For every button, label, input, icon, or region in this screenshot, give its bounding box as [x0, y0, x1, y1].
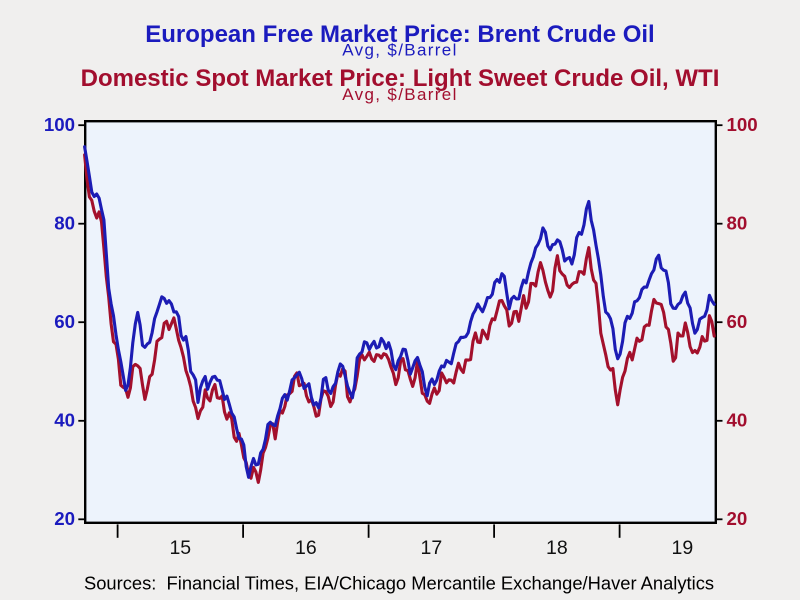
svg-text:20: 20 [727, 508, 748, 529]
svg-text:60: 60 [727, 311, 748, 332]
svg-text:19: 19 [672, 537, 694, 559]
svg-text:80: 80 [54, 212, 75, 233]
svg-text:80: 80 [727, 212, 748, 233]
svg-text:20: 20 [54, 508, 75, 529]
svg-text:16: 16 [295, 537, 317, 559]
svg-text:60: 60 [54, 311, 75, 332]
svg-text:Avg, $/Barrel: Avg, $/Barrel [342, 85, 458, 104]
svg-text:Sources: Financial Times, EIA: Sources: Financial Times, EIA/Chicago Me… [84, 573, 714, 594]
svg-text:100: 100 [727, 114, 758, 135]
svg-text:40: 40 [727, 409, 748, 430]
svg-text:100: 100 [44, 114, 75, 135]
svg-text:15: 15 [169, 537, 191, 559]
svg-text:Avg, $/Barrel: Avg, $/Barrel [342, 41, 458, 60]
svg-text:40: 40 [54, 409, 75, 430]
svg-text:17: 17 [421, 537, 443, 559]
svg-text:European Free Market Price: Br: European Free Market Price: Brent Crude … [145, 21, 654, 48]
svg-text:18: 18 [546, 537, 568, 559]
svg-text:Domestic Spot Market Price: Li: Domestic Spot Market Price: Light Sweet … [81, 65, 720, 92]
